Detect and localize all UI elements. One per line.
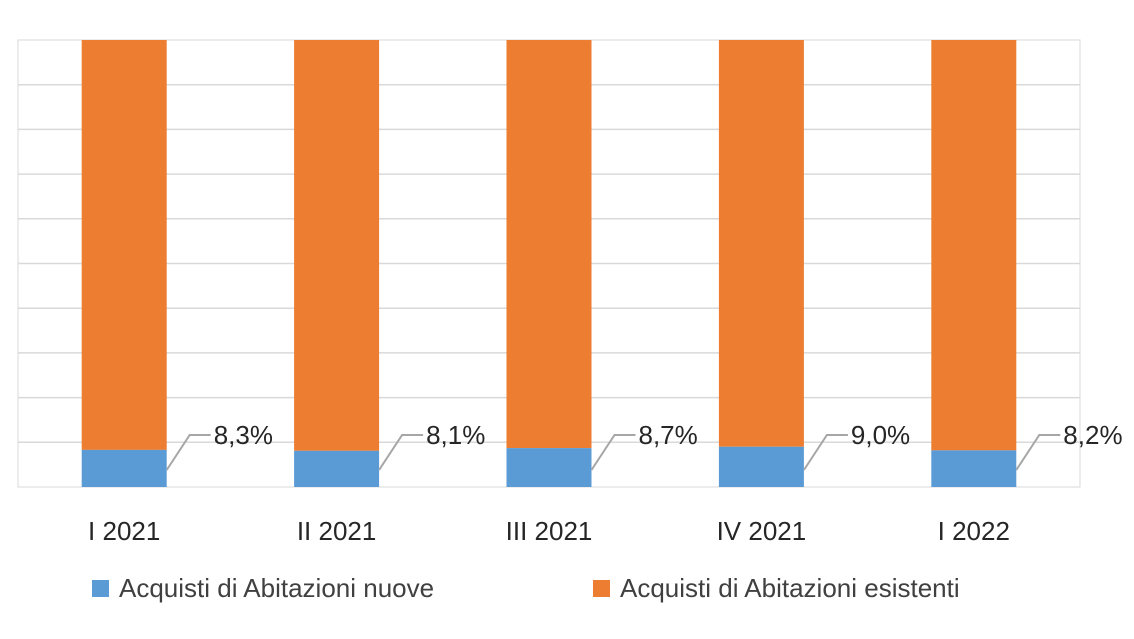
data-label: 8,2% xyxy=(1063,420,1122,450)
x-tick-label: III 2021 xyxy=(506,516,593,546)
bar-segment-abitazioni-esistenti xyxy=(81,40,167,450)
data-label-leader-line xyxy=(165,434,211,471)
data-label: 8,7% xyxy=(639,420,698,450)
data-label: 9,0% xyxy=(851,420,910,450)
data-label: 8,3% xyxy=(214,420,273,450)
bar-segment-abitazioni-nuove xyxy=(718,446,804,487)
data-label-leader-line xyxy=(1015,434,1061,471)
x-tick-label: I 2022 xyxy=(938,516,1010,546)
legend-swatch xyxy=(593,580,610,597)
legend-label: Acquisti di Abitazioni esistenti xyxy=(620,573,960,603)
x-tick-label: IV 2021 xyxy=(717,516,807,546)
legend-swatch xyxy=(92,580,109,597)
bar-segment-abitazioni-nuove xyxy=(294,450,380,487)
bar-segment-abitazioni-nuove xyxy=(931,450,1017,487)
bar-segment-abitazioni-nuove xyxy=(506,448,592,487)
bar-segment-abitazioni-esistenti xyxy=(294,40,380,451)
x-tick-label: I 2021 xyxy=(88,516,160,546)
bar-segment-abitazioni-nuove xyxy=(81,449,167,487)
data-label: 8,1% xyxy=(426,420,485,450)
data-label-leader-line xyxy=(803,434,848,471)
bar-segment-abitazioni-esistenti xyxy=(931,40,1017,451)
x-tick-label: II 2021 xyxy=(297,516,377,546)
bar-segment-abitazioni-esistenti xyxy=(506,40,592,449)
data-label-leader-line xyxy=(590,434,636,471)
data-label-leader-line xyxy=(378,434,424,471)
bar-segment-abitazioni-esistenti xyxy=(718,40,804,447)
legend-label: Acquisti di Abitazioni nuove xyxy=(119,573,434,603)
